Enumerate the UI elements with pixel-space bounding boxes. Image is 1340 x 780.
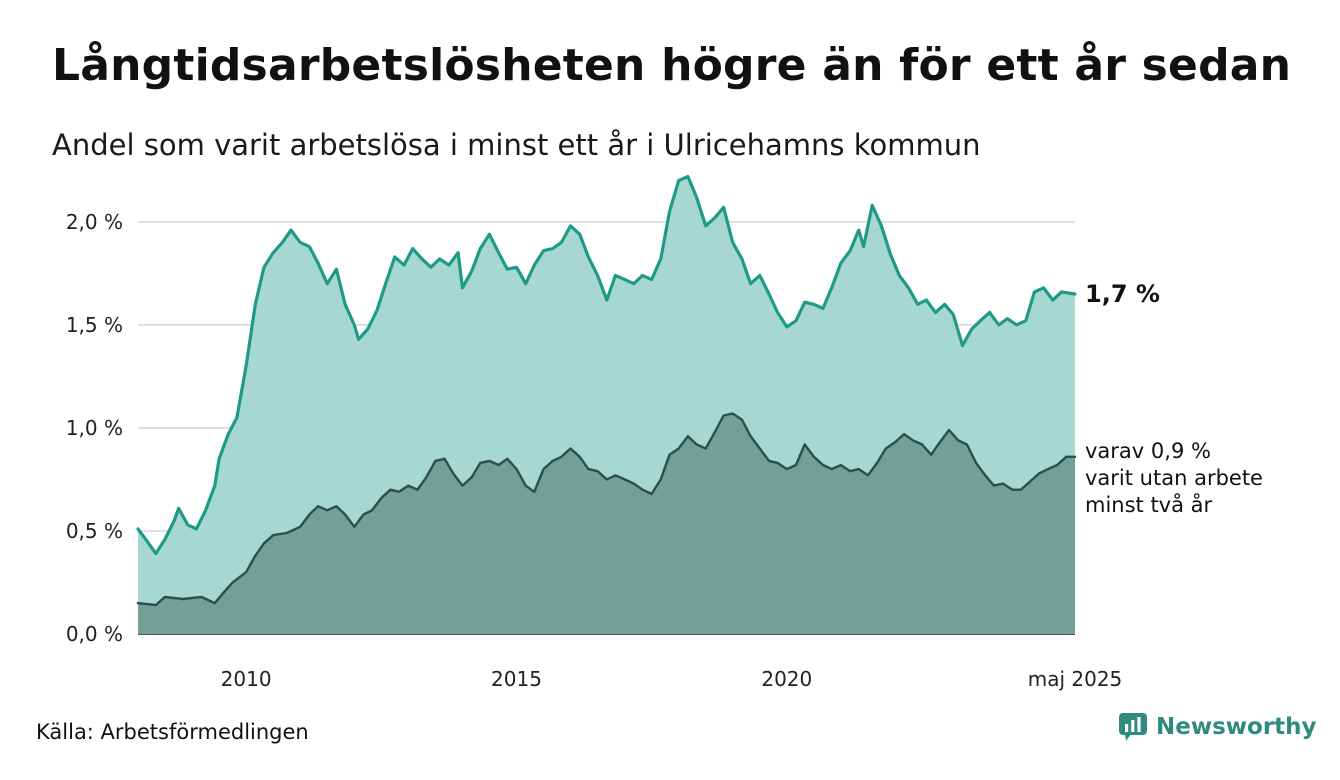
y-tick-label: 1,0 % bbox=[66, 416, 123, 440]
series-unemployed-2yr-area bbox=[138, 413, 1075, 634]
chart-subtitle: Andel som varit arbetslösa i minst ett å… bbox=[52, 128, 981, 162]
sub-series-label-line: varav 0,9 % bbox=[1085, 439, 1211, 463]
sub-series-label-line: minst två år bbox=[1085, 492, 1213, 517]
y-tick-label: 1,5 % bbox=[66, 313, 123, 337]
source-note: Källa: Arbetsförmedlingen bbox=[36, 720, 309, 744]
series-unemployed-2yr-line bbox=[136, 412, 1077, 607]
y-tick-label: 0,0 % bbox=[66, 622, 123, 646]
axis-labels: 0,0 % 0,5 % 1,0 % 1,5 % 2,0 % 2010 2015 2020 maj… bbox=[66, 210, 1122, 691]
x-tick-label: 2010 bbox=[221, 667, 272, 691]
sub-series-label-line: varit utan arbete bbox=[1085, 466, 1263, 490]
brand-name: Newsworthy bbox=[1156, 714, 1317, 740]
end-value-label: 1,7 % bbox=[1085, 280, 1160, 308]
chart-area: 0,0 % 0,5 % 1,0 % 1,5 % 2,0 % 2010 2015 2020 maj… bbox=[66, 174, 1263, 691]
x-tick-label: maj 2025 bbox=[1028, 667, 1123, 691]
series-unemployed-1yr-line bbox=[136, 174, 1077, 556]
x-tick-label: 2015 bbox=[491, 667, 542, 691]
logo-chart-icon bbox=[1119, 713, 1147, 741]
y-tick-label: 2,0 % bbox=[66, 210, 123, 234]
x-tick-label: 2020 bbox=[761, 667, 812, 691]
newsworthy-logo: Newsworthy bbox=[1118, 712, 1317, 742]
y-tick-label: 0,5 % bbox=[66, 519, 123, 543]
chart-title: Långtidsarbetslösheten högre än för ett … bbox=[52, 40, 1292, 91]
series-areas bbox=[136, 174, 1077, 634]
